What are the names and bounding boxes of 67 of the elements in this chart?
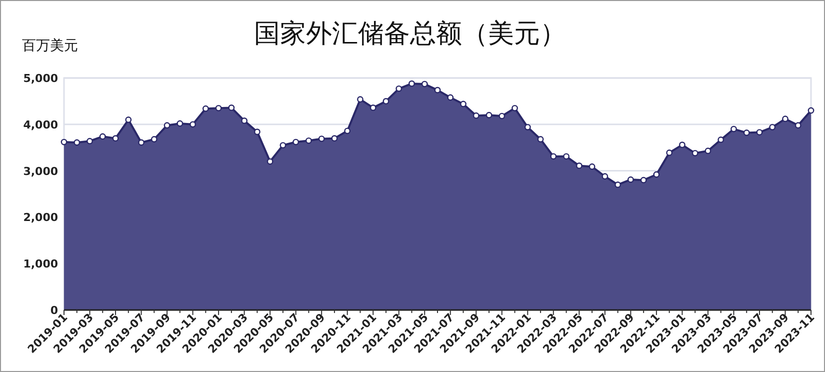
point <box>357 96 364 103</box>
point <box>704 148 712 154</box>
point <box>550 153 557 160</box>
point <box>280 142 286 148</box>
point <box>112 135 119 142</box>
y-axis-title: 百万美元 <box>22 38 78 54</box>
point <box>756 129 763 136</box>
point <box>794 122 802 129</box>
point <box>86 138 93 144</box>
y-tick-label: 5,000 <box>23 72 58 85</box>
point <box>782 116 788 122</box>
point <box>60 138 68 146</box>
point <box>730 126 737 132</box>
point <box>718 136 724 143</box>
point <box>138 139 144 146</box>
point <box>215 104 222 112</box>
point <box>370 104 376 111</box>
point <box>190 121 196 128</box>
point <box>306 137 312 144</box>
point <box>344 128 351 134</box>
point <box>396 85 402 92</box>
point <box>99 133 106 140</box>
point <box>150 136 158 142</box>
point <box>292 138 300 146</box>
point <box>512 104 518 112</box>
point <box>576 162 582 169</box>
point <box>176 120 184 127</box>
point <box>228 104 235 111</box>
point <box>241 117 248 124</box>
point <box>125 116 132 123</box>
y-tick-label: 3,000 <box>23 164 58 178</box>
point <box>588 163 596 170</box>
point <box>472 112 480 119</box>
point <box>498 112 506 120</box>
point <box>460 100 466 108</box>
point <box>447 94 454 101</box>
point <box>382 98 390 104</box>
y-tick-label: 2,000 <box>23 211 58 224</box>
point <box>808 107 814 114</box>
point <box>563 153 570 160</box>
y-tick-label: 1,000 <box>23 258 58 271</box>
point <box>743 130 750 136</box>
point <box>486 112 492 118</box>
chart-title: 国家外汇储备总额（美元） <box>254 19 566 49</box>
point <box>640 176 647 184</box>
y-tick-label: 0 <box>50 304 58 317</box>
point <box>164 122 170 129</box>
point <box>537 136 544 142</box>
y-tick-label: 4,000 <box>23 118 58 132</box>
point <box>666 150 673 156</box>
point <box>74 139 80 146</box>
point <box>421 80 428 88</box>
point <box>602 173 608 180</box>
point <box>318 136 325 142</box>
point <box>614 182 622 188</box>
point <box>692 150 698 156</box>
point <box>331 135 338 142</box>
point <box>254 128 260 136</box>
point <box>434 86 441 94</box>
point <box>653 171 660 178</box>
point <box>202 105 209 112</box>
point <box>679 142 686 148</box>
point <box>769 124 776 130</box>
point <box>627 176 634 183</box>
point <box>524 124 531 130</box>
point <box>408 80 415 87</box>
point <box>266 158 274 165</box>
